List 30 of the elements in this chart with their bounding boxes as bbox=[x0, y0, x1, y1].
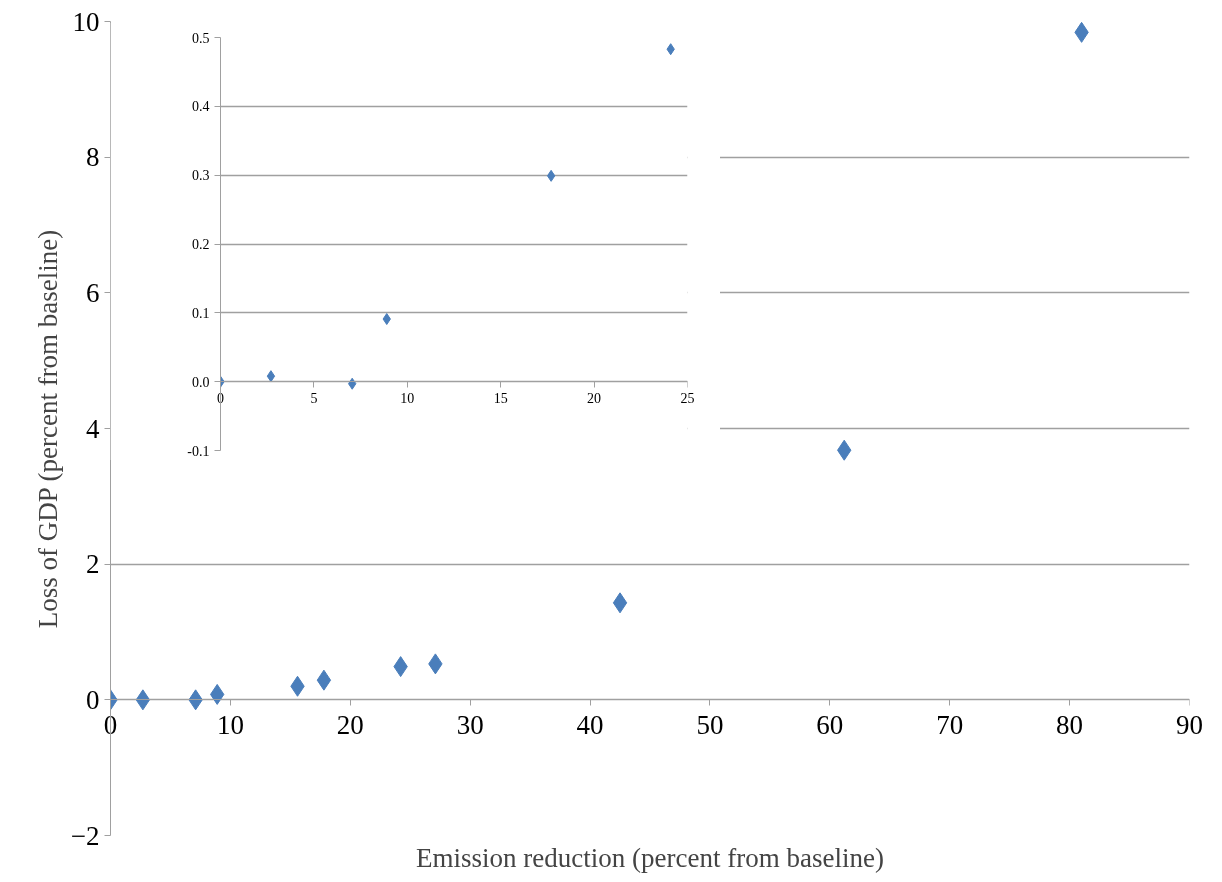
y-tick-label: -0.1 bbox=[187, 443, 210, 459]
y-tick-label: 8 bbox=[86, 142, 100, 173]
x-tick-label: 25 bbox=[680, 390, 695, 406]
x-tick-label: 80 bbox=[1056, 709, 1084, 740]
x-tick-label: 15 bbox=[493, 390, 508, 406]
y-tick-label: 10 bbox=[72, 6, 100, 37]
x-tick-label: 10 bbox=[216, 709, 244, 740]
x-tick-label: 40 bbox=[576, 709, 604, 740]
x-tick-label: 60 bbox=[816, 709, 844, 740]
x-tick-label: 50 bbox=[696, 709, 724, 740]
y-tick-label: 0.2 bbox=[192, 237, 210, 252]
y-tick-label: 6 bbox=[86, 277, 100, 308]
x-tick-label: 30 bbox=[456, 709, 484, 740]
x-axis-title: Emission reduction (percent from baseline) bbox=[416, 842, 884, 873]
y-axis-title: Loss of GDP (percent from baseline) bbox=[32, 229, 63, 629]
x-tick-label: 20 bbox=[336, 709, 364, 740]
y-tick-label: 0.5 bbox=[192, 30, 210, 46]
y-tick-label: 0.0 bbox=[192, 374, 210, 390]
y-tick-label: 4 bbox=[86, 413, 100, 444]
x-tick-label: 5 bbox=[310, 390, 318, 406]
y-tick-label: 0.1 bbox=[192, 305, 210, 321]
y-tick-label: 2 bbox=[86, 549, 100, 580]
y-tick-label: 0 bbox=[86, 684, 100, 715]
x-tick-label: 90 bbox=[1176, 709, 1203, 740]
y-tick-label: 0.4 bbox=[192, 99, 210, 115]
x-tick-label: 10 bbox=[400, 390, 415, 406]
y-tick-label: −2 bbox=[70, 820, 100, 851]
y-tick-label: 0.3 bbox=[192, 168, 210, 184]
x-tick-label: 20 bbox=[587, 390, 602, 406]
x-tick-label: 70 bbox=[936, 709, 964, 740]
